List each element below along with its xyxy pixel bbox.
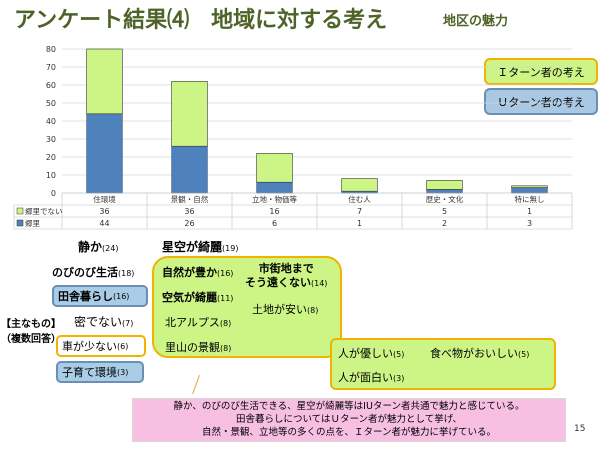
table-value: 7 [357, 207, 362, 216]
people-panel [330, 338, 556, 390]
bar-segment [426, 189, 463, 194]
table-value: 36 [184, 207, 194, 216]
table-value: 6 [272, 219, 277, 228]
table-value: 36 [99, 207, 109, 216]
legend-u-turn: Ｕターン者の考え [484, 88, 598, 115]
bar-segment [86, 48, 123, 115]
note-line-2: 田舎暮らしについてはＵターン者が魅力として挙げ、 [235, 414, 463, 425]
y-tick-label: 20 [46, 153, 56, 162]
label-omona: 【主なもの】 [1, 319, 61, 330]
label-shigaichi: 市街地まで そう遠くない(14) [245, 262, 328, 289]
label-satoyama: 里山の景観(8) [165, 341, 232, 354]
table-value: 1 [357, 219, 362, 228]
y-tick-label: 40 [46, 117, 56, 126]
bar-segment [511, 185, 548, 188]
label-kuuki: 空気が綺麗(11) [162, 291, 234, 304]
table-value: 44 [99, 219, 109, 228]
y-tick-label: 10 [46, 171, 56, 180]
bar-segment [171, 81, 208, 147]
table-value: 2 [442, 219, 447, 228]
label-mitsu: 密でない(7) [74, 315, 134, 329]
label-hoshizora: 星空が綺麗(19) [162, 240, 239, 254]
label-tochi: 土地が安い(8) [252, 303, 319, 316]
x-tick-label: 特に無し [515, 194, 545, 204]
y-tick-label: 80 [46, 45, 56, 54]
table-value: 5 [442, 207, 447, 216]
bar-segment [341, 178, 378, 192]
label-shizen: 自然が豊か(16) [162, 266, 234, 279]
note-line-3: 自然・景観、立地等の多くの点を、Ｉターン者が魅力に挙げている。 [201, 427, 497, 438]
label-yasashii: 人が優しい(5) [338, 347, 405, 360]
note-line-1: 静か、のびのび生活できる、星空が綺麗等はIUターン者共通で魅力と感じている。 [173, 401, 525, 412]
i-turn-panel [152, 256, 342, 358]
note-connector [192, 375, 200, 395]
table-series-name: 郷里でない [25, 207, 63, 216]
label-alps: 北アルプス(8) [165, 316, 232, 329]
y-tick-label: 60 [46, 81, 56, 90]
y-tick-label: 30 [46, 135, 56, 144]
y-tick-label: 70 [46, 63, 56, 72]
x-tick-label: 住環境 [93, 194, 116, 204]
bar-segment [256, 153, 293, 183]
table-legend-swatch [16, 207, 24, 215]
stacked-bar-chart: 0 10 20 30 40 50 60 70 80 住環境 景観・自然 立地・物価等 住む人 歴史・文化 特… [13, 45, 573, 230]
bar-segment [426, 180, 463, 190]
y-tick-label: 50 [46, 99, 56, 108]
label-kuruma: 車が少ない (6) [56, 335, 146, 357]
label-shizuka: 静か(24) [78, 240, 119, 254]
legend-i-turn: Ｉターン者の考え [484, 58, 598, 85]
table-value: 1 [527, 207, 532, 216]
table-series-name: 郷里 [25, 219, 40, 228]
bar-segment [86, 113, 123, 194]
bar-segment [511, 187, 548, 194]
table-value: 3 [527, 219, 532, 228]
label-inaka: 田舎暮らし (16) [52, 285, 148, 307]
page-number: 15 [574, 424, 586, 434]
x-tick-label: 歴史・文化 [426, 194, 464, 204]
table-value: 16 [269, 207, 279, 216]
page-title: アンケート結果⑷ 地域に対する考え [14, 8, 388, 33]
y-tick-label: 0 [51, 189, 56, 198]
table-legend-swatch [16, 219, 24, 227]
label-nobinobi: のびのび生活(18) [52, 266, 135, 279]
x-tick-label: 景観・自然 [171, 194, 209, 204]
label-kosodate: 子育て環境 (3) [56, 361, 144, 383]
label-tabemono: 食べ物がおいしい(5) [430, 347, 530, 360]
table-value: 26 [184, 219, 194, 228]
bar-segment [256, 181, 293, 194]
page-subtitle: 地区の魅力 [443, 14, 509, 29]
label-fukusu: （複数回答） [1, 334, 61, 345]
bar-segment [171, 145, 208, 194]
summary-note: 静か、のびのび生活できる、星空が綺麗等はIUターン者共通で魅力と感じている。 田… [132, 398, 566, 442]
x-tick-label: 立地・物価等 [252, 194, 297, 204]
x-tick-label: 住む人 [348, 194, 371, 204]
label-omoshiroi: 人が面白い(3) [338, 371, 405, 384]
